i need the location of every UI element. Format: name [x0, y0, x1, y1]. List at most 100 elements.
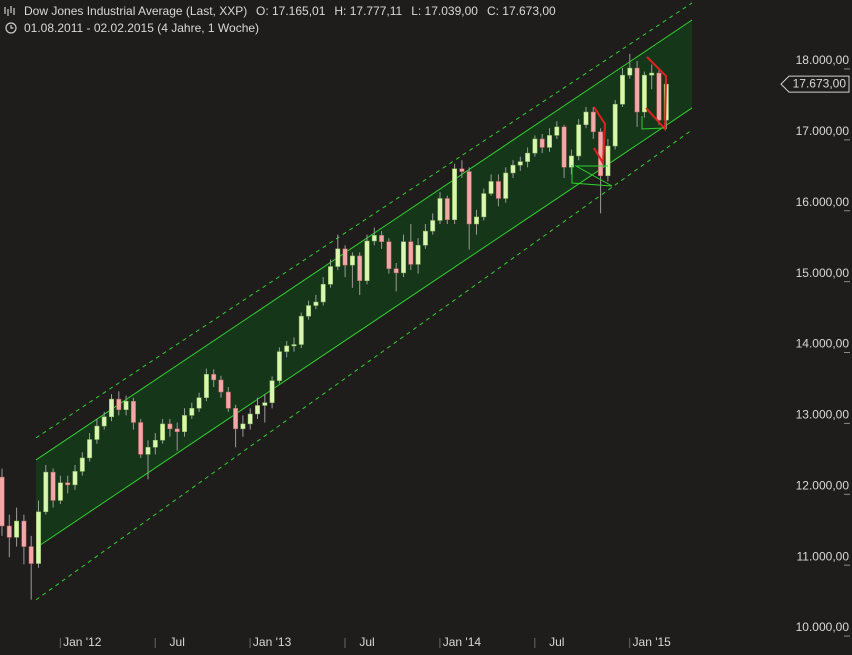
candle-body	[240, 423, 246, 430]
candle-body	[291, 344, 297, 347]
candle-body	[335, 248, 341, 267]
candle-body	[152, 439, 158, 448]
candle-body	[474, 216, 479, 225]
candle-body	[174, 428, 180, 432]
y-tick-label: 14.000,00	[796, 337, 850, 351]
candle-body	[328, 266, 333, 285]
candle-body	[203, 374, 209, 398]
last-price-label: 17.673,00	[793, 76, 847, 90]
candle-body	[510, 164, 516, 174]
candle-body	[6, 525, 12, 538]
candle-body	[218, 379, 224, 393]
candle-body	[247, 413, 253, 425]
candle-body	[554, 126, 560, 136]
candle-body	[598, 131, 604, 177]
candle-body	[284, 345, 290, 352]
header-icons	[4, 6, 17, 34]
candle-body	[65, 482, 71, 486]
x-tick-label: Jul	[549, 635, 564, 649]
candle-body	[517, 161, 523, 166]
candle-body	[306, 305, 312, 317]
candle-body	[320, 284, 326, 303]
x-tick-label: Jul	[359, 635, 374, 649]
candle-body	[233, 408, 239, 430]
y-tick-label: 16.000,00	[796, 195, 850, 209]
candle-body	[452, 168, 458, 221]
candle-body	[401, 241, 406, 274]
candle-body	[269, 380, 275, 403]
candle-body	[583, 111, 589, 126]
candle-body	[101, 416, 107, 427]
candle-body	[634, 67, 640, 113]
candle-body	[43, 471, 49, 513]
y-tick-label: 12.000,00	[796, 478, 850, 492]
ohlc-low: L: 17.039,00	[411, 4, 478, 18]
candle-body	[255, 405, 260, 415]
plot	[0, 2, 693, 601]
y-tick-label: 11.000,00	[797, 549, 850, 563]
candle-body	[444, 198, 450, 221]
candle-body	[36, 511, 41, 564]
candle-body	[349, 255, 355, 266]
candle-body	[532, 138, 538, 154]
annotation-green	[571, 165, 613, 187]
candle-body	[364, 240, 370, 281]
candle-body	[466, 171, 472, 225]
candle-body	[109, 398, 114, 418]
candle-body	[393, 268, 399, 274]
candle-body	[590, 111, 596, 133]
y-tick-label: 13.000,00	[796, 408, 850, 422]
candle-body	[503, 172, 509, 199]
annotations	[571, 56, 668, 187]
candle-body	[57, 482, 63, 501]
candle-body	[561, 126, 567, 168]
candle-body	[87, 439, 93, 459]
candle-body	[276, 351, 282, 381]
x-tick-label: Jan '13	[253, 635, 292, 649]
candle-body	[415, 245, 421, 265]
candle-body	[488, 181, 494, 194]
candle-body	[94, 425, 100, 440]
candle-body	[28, 546, 34, 564]
candle-body	[357, 255, 363, 281]
candle-body	[605, 145, 611, 177]
candle-body	[0, 476, 5, 527]
candle-body	[196, 397, 202, 409]
candle-body	[79, 457, 85, 472]
candle-body	[620, 74, 625, 105]
candle-body	[437, 198, 443, 221]
candle-body	[130, 400, 136, 423]
ohlc-open: O: 17.165,01	[256, 4, 326, 18]
y-tick-label: 10.000,00	[796, 620, 850, 634]
ohlc-high: H: 17.777,11	[334, 4, 402, 18]
annotation-red	[645, 56, 668, 132]
channel-line	[35, 107, 693, 549]
candle-body	[138, 422, 144, 455]
candle-body	[211, 374, 217, 381]
candle-body	[430, 220, 436, 232]
candle-body	[262, 402, 268, 406]
candle-body	[379, 235, 385, 242]
subtitle: 01.08.2011 - 02.02.2015 (4 Jahre, 1 Woch…	[24, 21, 259, 35]
candle-body	[422, 230, 428, 246]
candle-body	[495, 181, 501, 199]
candle-body	[21, 520, 27, 547]
x-tick-label: Jan '15	[633, 635, 672, 649]
channel-line	[35, 129, 693, 601]
ohlc-close: C: 17.673,00	[487, 4, 556, 18]
candle-body	[408, 241, 414, 265]
candle-body	[342, 248, 348, 266]
candle-body	[225, 391, 231, 409]
candle-body	[145, 447, 151, 455]
candle-body	[627, 67, 633, 76]
candle-body	[386, 241, 392, 269]
candle-body	[371, 235, 377, 242]
candle-body	[568, 155, 574, 168]
candle-body	[116, 398, 122, 410]
candle-body	[539, 138, 545, 148]
candle-body	[612, 103, 618, 147]
annotation-green	[641, 116, 665, 130]
candle-body	[123, 400, 129, 410]
